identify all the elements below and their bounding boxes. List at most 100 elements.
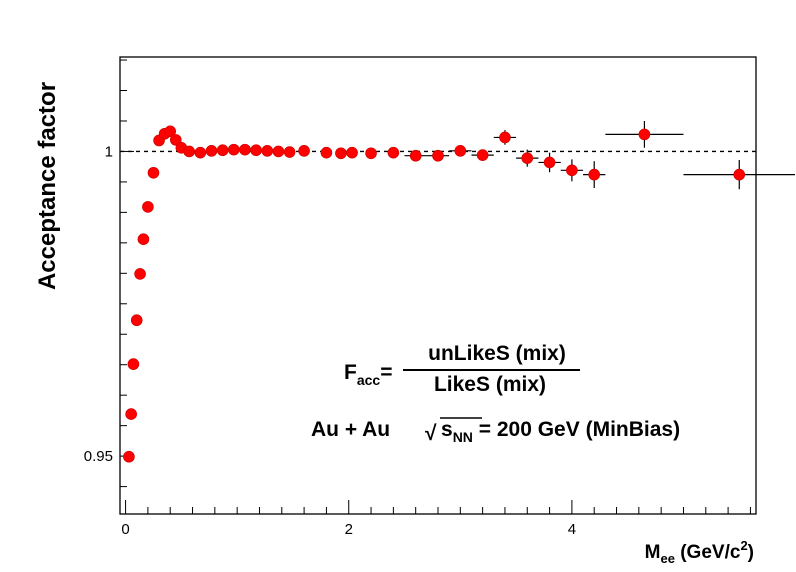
data-marker [283,146,296,158]
data-point [449,145,472,157]
data-point [250,144,262,157]
data-marker [137,233,150,245]
data-marker [216,144,229,157]
y-tick-label: 0.95 [84,448,113,465]
data-point [365,147,377,160]
data-marker [521,152,534,164]
data-point [493,130,517,145]
data-marker [638,128,651,141]
energy-s: s [441,418,453,441]
sqrt-symbol: √ [425,422,437,445]
data-marker [409,149,422,162]
data-point [272,145,285,158]
data-marker [134,268,146,280]
data-point [283,146,296,158]
data-point [134,268,146,280]
data-point [127,358,140,370]
data-point [147,166,160,179]
data-marker [335,147,347,160]
x-tick-label: 0 [121,521,129,538]
data-points [123,120,796,463]
data-marker [183,145,195,158]
data-marker [130,314,143,327]
x-axis-title-sup: 2 [740,538,747,553]
data-point [560,159,584,182]
data-point [194,146,207,159]
data-marker [261,145,274,157]
data-point [426,149,450,162]
data-point [216,144,229,157]
data-point [471,149,494,161]
data-point [404,149,427,162]
data-marker [733,168,746,181]
energy-s-sub: NN [453,429,473,445]
data-marker [566,164,578,177]
data-marker [228,143,240,156]
data-point [130,314,143,327]
data-point [387,146,400,159]
data-point [583,161,606,189]
data-point [123,450,135,463]
data-point [538,152,561,173]
data-marker [543,156,556,169]
data-marker [147,166,160,179]
data-point [164,125,177,138]
x-axis: 0 2 4 [121,500,751,538]
data-marker [320,146,333,159]
data-point [228,143,240,156]
data-point [605,120,684,148]
data-point [125,408,137,420]
x-axis-title-close: ) [748,542,754,563]
data-point [516,149,539,167]
data-marker [239,143,251,156]
formula-numerator: unLikeS (mix) [428,342,566,365]
energy-text: sNN = 200 GeV (MinBias) [441,418,680,445]
data-point [137,233,150,245]
formula-lhs-sub: acc [357,372,381,388]
data-point [320,146,333,159]
data-marker [298,145,310,157]
data-marker [588,168,601,181]
data-point [169,134,182,146]
data-marker [164,125,177,138]
collision-annotation: Au + Au √ sNN = 200 GeV (MinBias) [311,417,680,445]
data-marker [194,146,207,159]
data-point [298,145,310,157]
y-tick-label: 1 [105,143,113,160]
data-marker [205,145,218,157]
data-marker [432,149,444,162]
x-axis-title-sub: ee [660,551,674,566]
data-marker [346,146,358,159]
data-point [183,145,195,158]
data-point [261,145,274,157]
collision-system: Au + Au [311,418,390,441]
formula-lhs-main: F [344,361,357,384]
data-marker [123,450,135,463]
y-axis: 0.95 1 [84,59,134,488]
x-tick-label: 4 [568,521,576,538]
data-marker [454,145,467,157]
data-point [335,147,347,160]
data-point [346,146,358,159]
data-marker [250,144,262,157]
data-marker [169,134,182,146]
data-marker [142,201,154,213]
data-point [683,159,796,190]
plot-frame [119,56,757,515]
data-marker [387,146,400,159]
energy-value: = 200 GeV (MinBias) [473,418,680,441]
x-tick-label: 2 [345,521,353,538]
formula-lhs: Facc= [344,361,392,388]
data-point [239,143,251,156]
formula-denominator: LikeS (mix) [434,373,546,396]
formula-equals: = [380,361,392,384]
data-marker [127,358,140,370]
x-axis-title: Mee (GeV/c2) [645,538,754,566]
data-point [205,145,218,157]
data-marker [365,147,377,160]
data-point [142,201,154,213]
y-axis-title: Acceptance factor [34,82,61,290]
data-marker [125,408,137,420]
x-axis-title-rest: (GeV/c [675,542,741,563]
